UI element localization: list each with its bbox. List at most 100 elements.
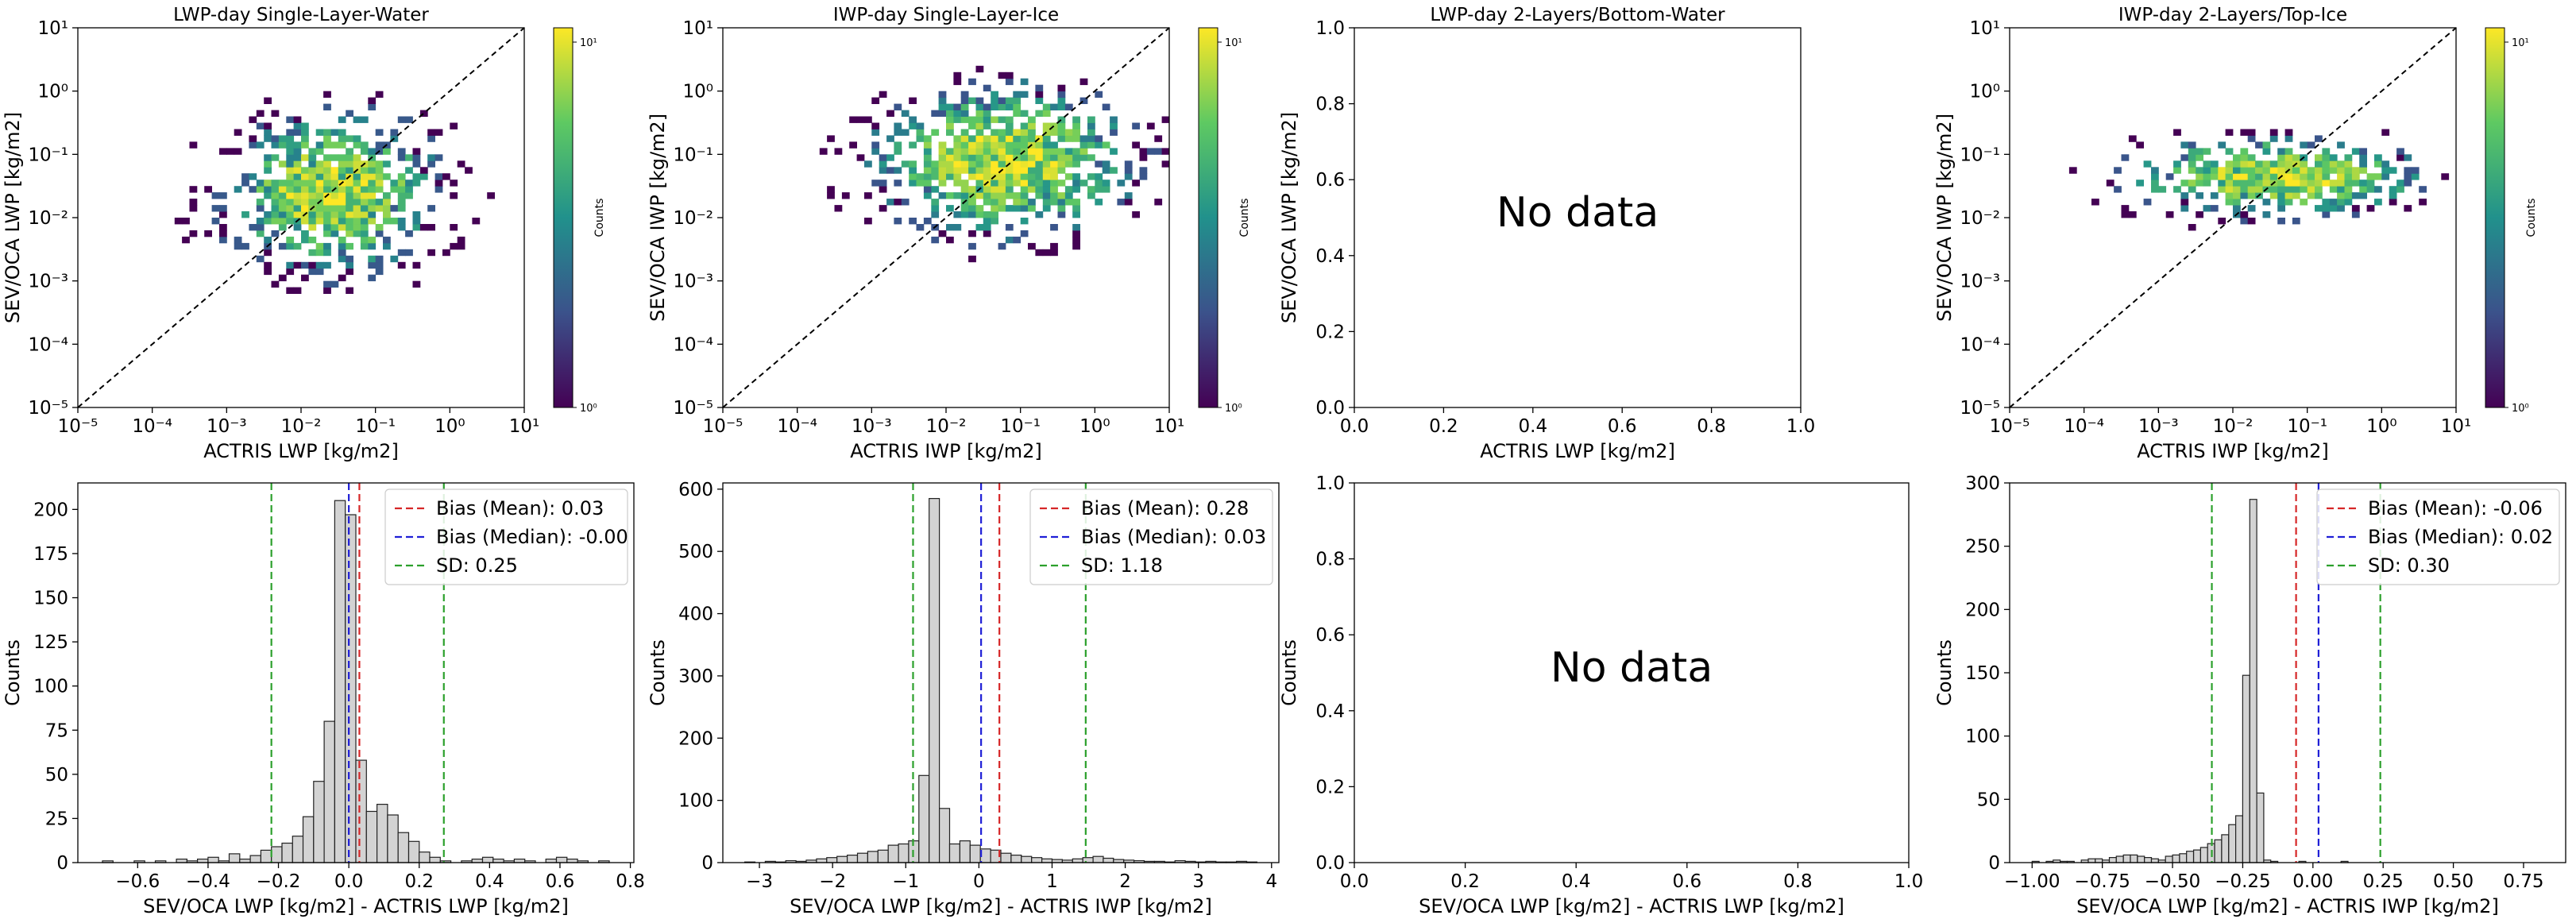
density-cell <box>1057 154 1066 161</box>
y-tick-label: 10⁻⁴ <box>673 334 713 355</box>
density-cell <box>1050 129 1058 136</box>
density-cell <box>2225 199 2234 206</box>
density-cell <box>1087 154 1095 161</box>
density-cell <box>871 141 880 149</box>
density-cell <box>308 218 317 225</box>
density-cell <box>2344 167 2353 174</box>
density-cell <box>2351 167 2360 174</box>
density-cell <box>315 160 324 168</box>
density-cell <box>412 280 421 288</box>
density-cell <box>871 180 880 187</box>
density-cell <box>983 122 991 129</box>
density-cell <box>827 192 835 199</box>
density-cell <box>998 116 1006 123</box>
y-tick-label: 10⁰ <box>38 82 69 102</box>
density-cell <box>315 173 324 180</box>
density-cell <box>1013 103 1022 110</box>
y-tick-label: 10⁻² <box>1960 208 2000 229</box>
density-cell <box>1064 148 1073 155</box>
density-cell <box>315 205 324 212</box>
density-cell <box>1005 180 1014 187</box>
y-tick-label: 10⁻⁵ <box>673 398 713 419</box>
density-cell <box>1057 167 1066 174</box>
density-cell <box>2292 173 2300 180</box>
density-cell <box>2351 173 2360 180</box>
density-cell <box>338 255 346 263</box>
axes-frame <box>1354 482 1910 863</box>
density-cell <box>308 268 317 276</box>
density-cell <box>323 173 331 180</box>
density-cell <box>960 192 969 199</box>
histogram-bar <box>555 856 568 863</box>
density-cell <box>427 129 435 136</box>
density-cell <box>975 135 984 142</box>
density-cell <box>1072 135 1080 142</box>
y-tick-label: 0.4 <box>1315 246 1345 267</box>
x-tick-label: 0.6 <box>546 871 575 892</box>
y-tick-label: 200 <box>33 500 68 520</box>
density-cell <box>894 129 902 136</box>
density-cell <box>968 205 976 212</box>
density-cell <box>946 173 954 180</box>
density-cell <box>953 78 962 86</box>
density-cell <box>931 160 940 168</box>
legend-entry: SD: 0.25 <box>436 554 518 577</box>
density-cell <box>2158 186 2167 193</box>
density-cell <box>1020 110 1029 117</box>
y-tick-label: 200 <box>678 728 713 749</box>
density-cell <box>330 211 339 218</box>
density-cell <box>1020 173 1029 180</box>
density-cell <box>412 211 421 218</box>
density-cell <box>2225 148 2234 155</box>
density-cell <box>2218 180 2226 187</box>
density-cell <box>1035 180 1044 187</box>
density-cell <box>353 205 361 212</box>
x-tick-label: 0.6 <box>1608 416 1637 437</box>
histogram-bar <box>846 854 859 863</box>
density-cell <box>293 186 302 193</box>
density-cell <box>2359 192 2367 199</box>
density-cell <box>968 211 976 218</box>
density-cell <box>2240 173 2249 180</box>
density-cell <box>2315 167 2323 174</box>
x-tick-label: 10⁻³ <box>2138 416 2179 437</box>
density-cell <box>293 205 302 212</box>
density-cell <box>338 274 346 282</box>
density-cell <box>2165 211 2174 218</box>
density-cell <box>2374 186 2382 193</box>
density-cell <box>412 173 421 180</box>
density-cell <box>2151 173 2159 180</box>
histogram-bar <box>176 858 188 863</box>
density-cell <box>2225 173 2234 180</box>
density-cell <box>2277 186 2285 193</box>
density-cell <box>2404 205 2412 212</box>
density-cell <box>256 218 265 225</box>
density-cell <box>923 192 932 199</box>
y-tick-label: 10⁻⁵ <box>1960 398 2000 419</box>
density-cell <box>2322 173 2331 180</box>
density-cell <box>323 103 331 110</box>
density-panel-2: IWP-day Single-Layer-Ice 10⁻⁵ 10⁻⁴ 10⁻³ 10⁻²… <box>647 5 1251 462</box>
density-cell <box>301 122 309 129</box>
histogram-bar <box>2249 499 2257 863</box>
x-tick-label: 0.4 <box>1562 871 1591 892</box>
density-cell <box>1079 154 1088 161</box>
axes-frame <box>1354 27 1802 408</box>
density-cell <box>390 186 399 193</box>
density-cell <box>397 186 406 193</box>
density-cell <box>2225 167 2234 174</box>
density-cell <box>249 141 257 149</box>
density-cell <box>991 103 998 110</box>
density-cell <box>953 180 962 187</box>
density-cell <box>1028 116 1036 123</box>
density-cell <box>879 154 887 161</box>
density-cell <box>2262 160 2271 168</box>
density-cell <box>1042 135 1051 142</box>
density-cell <box>2233 192 2241 199</box>
histogram-bar <box>1092 855 1104 863</box>
density-cell <box>442 249 450 257</box>
density-cell <box>271 154 280 161</box>
density-cell <box>346 218 353 225</box>
x-tick-label: 3 <box>1192 871 1204 892</box>
density-cell <box>960 110 969 117</box>
